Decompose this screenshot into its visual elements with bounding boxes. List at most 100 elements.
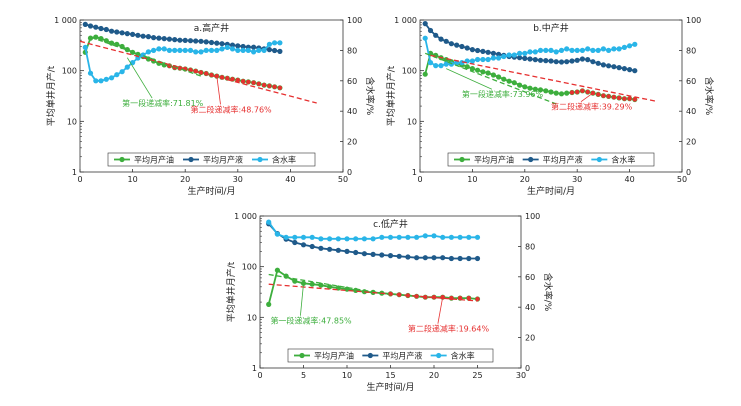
data-point (485, 56, 491, 63)
y2-axis-label: 含水率/% (542, 273, 554, 312)
data-point (172, 37, 178, 43)
data-point (353, 236, 359, 242)
legend-label: 平均月产油 (134, 155, 174, 165)
legend-swatch-marker (459, 156, 465, 163)
data-point (590, 47, 596, 54)
stage2-point (622, 96, 627, 101)
stage2-point (251, 80, 256, 85)
y2-tick-label: 20 (347, 138, 357, 147)
data-point (466, 255, 472, 262)
data-point (501, 53, 507, 60)
data-point (527, 85, 533, 91)
data-point (261, 47, 267, 54)
data-point (438, 63, 444, 69)
data-point (422, 21, 428, 27)
data-point (595, 60, 601, 66)
y2-tick-label: 0 (347, 168, 352, 177)
data-point (405, 254, 411, 260)
data-point (480, 48, 486, 55)
data-point (564, 46, 570, 52)
y2-tick-label: 0 (525, 364, 530, 373)
data-point (119, 30, 125, 36)
stage2-point (256, 81, 261, 87)
data-point (300, 280, 307, 286)
data-point (611, 64, 617, 70)
data-point (501, 76, 507, 82)
legend-box (107, 152, 316, 167)
stage2-point (272, 84, 277, 90)
data-point (283, 234, 289, 240)
data-point (274, 231, 280, 237)
data-point (490, 72, 496, 78)
chart-c: 0 5 10 15 20 25 30 1 10 100 1 000 0 20 40 60 80 100 生产时间/… (225, 212, 554, 393)
data-point (480, 69, 486, 75)
chart-title: b.中产井 (533, 22, 569, 34)
data-point (474, 255, 481, 262)
annotation-label: 第二段递减率:39.29% (551, 102, 633, 112)
x-tick-label: 50 (677, 175, 687, 184)
x-tick-label: 30 (572, 175, 582, 184)
x-axis-label: 生产时间/月 (366, 381, 414, 393)
legend-swatch-marker (436, 352, 442, 359)
stage2-point (585, 89, 590, 95)
y-axis-label: 平均单井月产/t (45, 65, 57, 126)
stage2-point (575, 89, 580, 95)
data-point (251, 44, 257, 50)
x-tick-label: 10 (128, 175, 138, 184)
data-point (396, 253, 402, 259)
x-axis-label: 生产时间/月 (527, 185, 575, 197)
data-point (595, 47, 601, 54)
data-point (208, 39, 215, 46)
data-point (309, 234, 315, 240)
data-point (448, 234, 454, 240)
legend-swatch-marker (596, 156, 602, 163)
legend-label: 平均月产液 (382, 351, 422, 361)
data-point (422, 71, 428, 77)
x-tick-label: 40 (625, 175, 635, 184)
data-point (224, 44, 230, 51)
data-point (318, 282, 324, 288)
data-point (433, 32, 439, 38)
data-point (448, 41, 454, 47)
data-point (464, 45, 470, 51)
x-tick-label: 0 (257, 371, 262, 380)
x-tick-label: 20 (520, 175, 530, 184)
y-tick-label: 1 (412, 168, 417, 177)
stage2-point (261, 82, 267, 88)
data-point (182, 47, 188, 54)
data-point (590, 59, 596, 65)
data-point (553, 59, 559, 65)
data-point (256, 47, 262, 54)
data-point (135, 32, 141, 38)
data-point (469, 47, 475, 53)
legend-label: 平均月产液 (203, 155, 243, 165)
data-point (379, 252, 385, 258)
annotation-leader (300, 283, 304, 316)
data-point (443, 38, 449, 44)
data-point (569, 47, 575, 54)
data-point (344, 236, 350, 242)
data-point (475, 67, 481, 73)
chart-b: 0 10 20 30 40 50 1 10 100 1 000 0 20 40 60 80 100 生产时间/月… (385, 16, 715, 197)
data-point (266, 219, 272, 225)
y2-tick-label: 20 (686, 138, 696, 147)
data-point (485, 70, 491, 76)
data-point (266, 41, 272, 47)
y-tick-label: 1 (252, 364, 257, 373)
y-axis-label: 平均单井月产/t (385, 65, 397, 126)
data-point (414, 234, 420, 240)
data-point (193, 38, 199, 44)
data-point (161, 46, 167, 52)
data-point (433, 63, 439, 69)
data-point (203, 39, 209, 45)
data-point (145, 49, 151, 55)
y2-tick-label: 80 (347, 46, 357, 55)
data-point (177, 47, 183, 54)
y2-tick-label: 40 (525, 303, 535, 312)
data-point (266, 301, 272, 307)
data-point (480, 56, 486, 63)
y-tick-label: 10 (247, 313, 257, 322)
data-point (422, 35, 428, 41)
data-point (387, 234, 394, 240)
